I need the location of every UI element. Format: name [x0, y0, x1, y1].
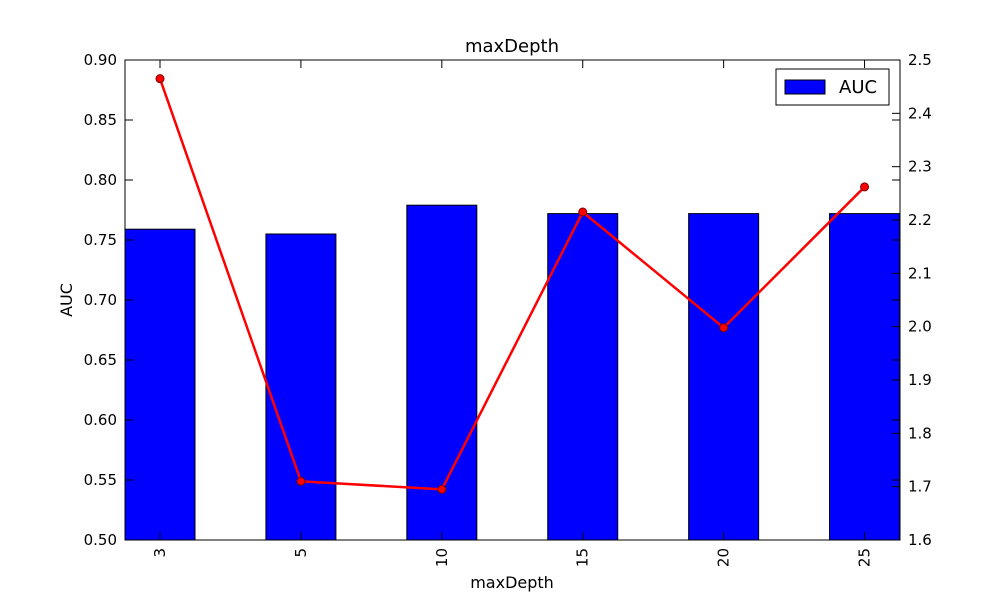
- line-point-10: [437, 484, 447, 494]
- bar-3: [124, 228, 196, 541]
- left-axis: 0.50 0.55 0.60 0.65 0.70 0.75 0.80 0.85 0.90: [84, 51, 900, 549]
- x-axis-title: maxDepth: [470, 573, 554, 592]
- right-tick-label: 2.0: [908, 318, 932, 336]
- left-tick-label: 0.80: [84, 171, 117, 189]
- right-tick-label: 1.7: [908, 478, 932, 496]
- line-point-20: [719, 323, 729, 333]
- x-tick-label: 10: [433, 548, 451, 567]
- left-tick-label: 0.65: [84, 351, 117, 369]
- right-tick-label: 2.3: [908, 158, 932, 176]
- line-layer: [155, 74, 870, 494]
- bar-20: [688, 213, 760, 541]
- left-tick-label: 0.50: [84, 531, 117, 549]
- plot-frame: [124, 59, 901, 541]
- bar-25: [829, 213, 901, 541]
- legend-label-auc: AUC: [839, 77, 877, 98]
- right-tick-label: 2.4: [908, 104, 932, 122]
- left-tick-label: 0.90: [84, 51, 117, 69]
- bars-layer: [124, 204, 901, 541]
- line-series: [158, 78, 866, 491]
- x-axis: 3 5 10 15 20 25: [151, 60, 874, 567]
- legend-swatch-auc: [784, 79, 826, 95]
- left-tick-label: 0.85: [84, 111, 117, 129]
- legend: AUC: [775, 68, 890, 106]
- left-tick-label: 0.60: [84, 411, 117, 429]
- right-tick-label: 1.8: [908, 424, 932, 442]
- line-point-3: [155, 74, 165, 84]
- bar-10: [406, 204, 478, 541]
- left-tick-label: 0.70: [84, 291, 117, 309]
- right-tick-label: 2.5: [908, 51, 932, 69]
- x-tick-label: 20: [715, 548, 733, 567]
- left-tick-label: 0.55: [84, 471, 117, 489]
- bar-5: [265, 233, 337, 541]
- x-tick-label: 5: [292, 548, 310, 558]
- bar-15: [547, 213, 619, 541]
- left-tick-label: 0.75: [84, 231, 117, 249]
- x-tick-label: 3: [151, 548, 169, 558]
- line-point-15: [578, 207, 588, 217]
- line-point-25: [860, 182, 870, 192]
- right-tick-label: 1.9: [908, 371, 932, 389]
- x-tick-label: 25: [856, 548, 874, 567]
- right-tick-label: 1.6: [908, 531, 932, 549]
- x-tick-label: 15: [574, 548, 592, 567]
- line-point-5: [296, 476, 306, 486]
- right-tick-label: 2.2: [908, 211, 932, 229]
- chart-title: maxDepth: [465, 36, 559, 57]
- right-tick-label: 2.1: [908, 264, 932, 282]
- y-axis-title: AUC: [57, 283, 76, 317]
- right-axis: 1.6 1.7 1.8 1.9 2.0 2.1 2.2 2.3 2.4 2.5: [892, 51, 932, 549]
